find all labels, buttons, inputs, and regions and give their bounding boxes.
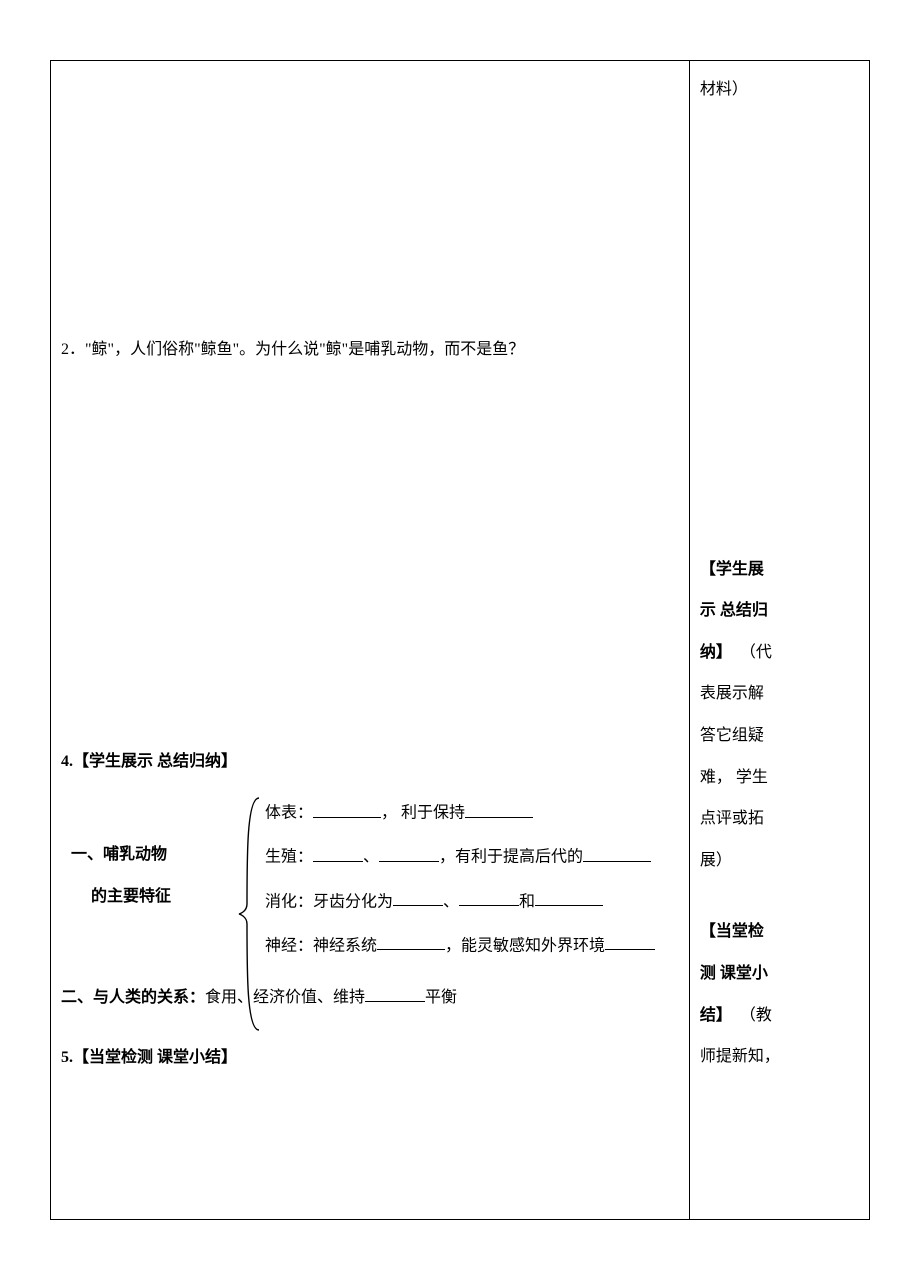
relation-a-plain: 食用、经济价值、维持 <box>205 989 365 1006</box>
brace-rows: 体表：， 利于保持 生殖：、，有利于提高后代的 消化：牙齿分化为、和 神经：神经… <box>265 800 679 959</box>
row-digest-a: 消化：牙齿分化为 <box>265 893 393 910</box>
side-display-b: 示 总结归 <box>700 590 859 632</box>
side-display-f: 难， 学生 <box>700 757 859 799</box>
layout-table: 2．"鲸"，人们俗称"鲸鱼"。为什么说"鲸"是哺乳动物，而不是鱼？ 4.【学生展… <box>50 60 870 1220</box>
spacer <box>61 69 679 329</box>
side-display-c: 纳】 （代 <box>700 632 859 674</box>
side-display-e: 答它组疑 <box>700 715 859 757</box>
side-check-d: 师提新知， <box>700 1036 859 1078</box>
spacer <box>700 111 859 549</box>
row-body-b: ， 利于保持 <box>381 805 465 822</box>
side-check-heading-a: 【当堂检 <box>700 923 764 940</box>
relation-line: 二、与人类的关系：食用、经济价值、维持 平衡 <box>61 977 679 1019</box>
blank <box>535 889 603 907</box>
blank <box>365 984 425 1002</box>
blank <box>465 800 533 818</box>
page: 2．"鲸"，人们俗称"鲸鱼"。为什么说"鲸"是哺乳动物，而不是鱼？ 4.【学生展… <box>0 0 920 1274</box>
row-nerve-a: 神经：神经系统 <box>265 937 377 954</box>
blank <box>313 800 381 818</box>
main-cell: 2．"鲸"，人们俗称"鲸鱼"。为什么说"鲸"是哺乳动物，而不是鱼？ 4.【学生展… <box>51 61 690 1220</box>
side-display-heading-a: 【学生展 <box>700 561 764 578</box>
side-check-c: 结】 （教 <box>700 995 859 1037</box>
row-digest-c: 和 <box>519 893 535 910</box>
side-check-a: 【当堂检 <box>700 911 859 953</box>
left-brace-icon <box>237 794 263 1034</box>
brace-block: 一、哺乳动物 的主要特征 体表： ， 利于保持 生殖： 、 ，有利于提高后代的 <box>61 800 679 959</box>
row-body: 体表： ， 利于保持 <box>265 800 679 826</box>
blank <box>377 933 445 951</box>
relation-b: 平衡 <box>425 989 457 1006</box>
side-display-body-a: （代 <box>740 644 772 661</box>
row-nerve: 神经：神经系统 ，能灵敏感知外界环境 <box>265 933 679 959</box>
question-2: 2．"鲸"，人们俗称"鲸鱼"。为什么说"鲸"是哺乳动物，而不是鱼？ <box>61 329 679 371</box>
side-display-g: 点评或拓 <box>700 798 859 840</box>
heading-5: 5.【当堂检测 课堂小结】 <box>61 1037 679 1079</box>
blank <box>605 933 655 951</box>
blank <box>393 889 443 907</box>
side-check-b: 测 课堂小 <box>700 953 859 995</box>
brace-left-label: 一、哺乳动物 的主要特征 <box>61 834 231 917</box>
heading-4: 4.【学生展示 总结归纳】 <box>61 741 679 783</box>
blank <box>379 844 439 862</box>
side-check-heading-c: 结】 <box>700 1007 732 1024</box>
row-digest: 消化：牙齿分化为 、 和 <box>265 889 679 915</box>
side-display-heading-c: 纳】 <box>700 644 732 661</box>
side-display-d: 表展示解 <box>700 673 859 715</box>
row-body-a: 体表： <box>265 805 313 822</box>
row-repro: 生殖： 、 ，有利于提高后代的 <box>265 844 679 870</box>
side-cell: 材料） 【学生展 示 总结归 纳】 （代 表展示解 答它组疑 难， 学生 点评或… <box>689 61 869 1220</box>
side-display-heading-b: 示 总结归 <box>700 602 768 619</box>
blank <box>313 844 363 862</box>
side-display-a: 【学生展 <box>700 549 859 591</box>
row-repro-b: 、 <box>363 849 379 866</box>
side-check-body-a: （教 <box>740 1007 772 1024</box>
relation-a-bold: 二、与人类的关系： <box>61 989 205 1006</box>
side-check-heading-b: 测 课堂小 <box>700 965 768 982</box>
row-repro-c: ，有利于提高后代的 <box>439 849 583 866</box>
row-nerve-b: ，能灵敏感知外界环境 <box>445 937 605 954</box>
spacer <box>61 371 679 741</box>
row-repro-a: 生殖： <box>265 849 313 866</box>
blank <box>583 844 651 862</box>
mammal-label-b: 的主要特征 <box>61 876 231 918</box>
mammal-label-a: 一、哺乳动物 <box>61 834 231 876</box>
side-display-h: 展） <box>700 840 859 882</box>
row-digest-b: 、 <box>443 893 459 910</box>
blank <box>459 889 519 907</box>
spacer <box>700 881 859 911</box>
side-materials-tail: 材料） <box>700 69 859 111</box>
